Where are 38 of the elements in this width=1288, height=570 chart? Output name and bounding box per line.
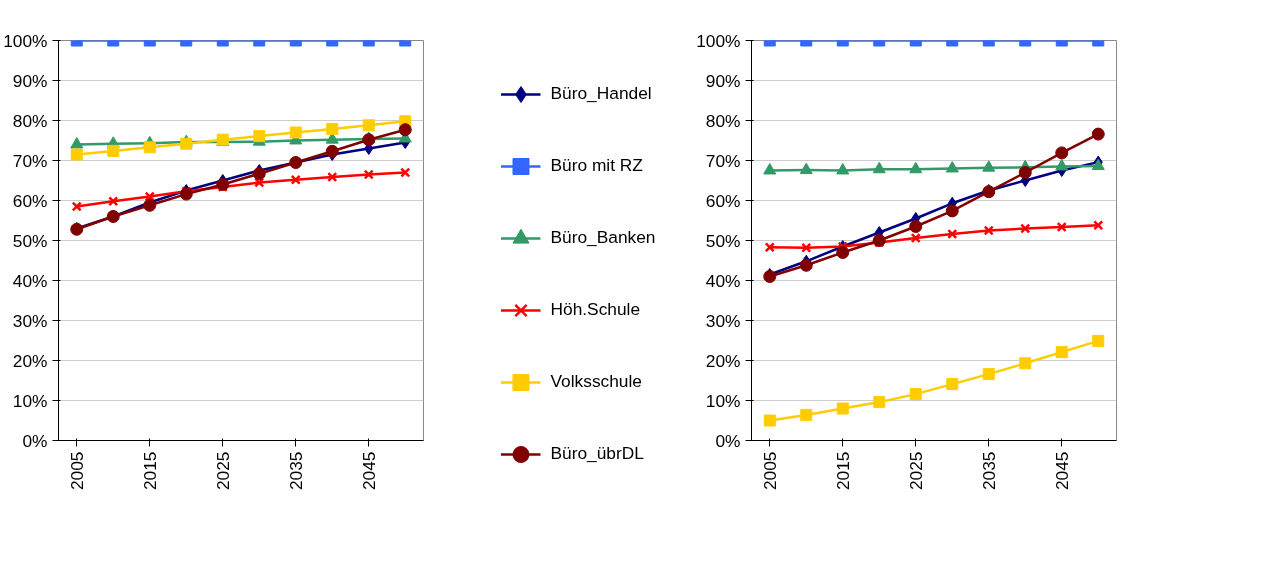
y-tick-label: 100% <box>3 30 48 51</box>
x-tick-label: 2015 <box>832 451 853 491</box>
y-tick-label: 100% <box>696 30 741 51</box>
x-tick-label: 2045 <box>1051 451 1072 491</box>
legend-label: Büro_Handel <box>550 82 652 105</box>
y-tick-label: 10% <box>12 390 48 411</box>
x-tick-label: 2025 <box>212 451 233 491</box>
y-tick-label: 50% <box>705 230 741 251</box>
x-tick-label: 2035 <box>978 451 999 491</box>
x-tick-label: 2015 <box>139 451 160 491</box>
x-tick-label: 2025 <box>905 451 926 491</box>
legend-label: Büro mit RZ <box>550 154 643 177</box>
y-tick-label: 10% <box>705 390 741 411</box>
y-tick-label: 70% <box>705 150 741 171</box>
y-tick-label: 50% <box>12 230 48 251</box>
y-tick-label: 20% <box>705 350 741 371</box>
legend-label: Volksschule <box>550 370 643 393</box>
y-tick-label: 40% <box>12 270 48 291</box>
legend-label: Höh.Schule <box>550 298 641 321</box>
y-tick-label: 0% <box>715 430 741 451</box>
y-tick-label: 40% <box>705 270 741 291</box>
y-tick-label: 20% <box>12 350 48 371</box>
y-tick-label: 60% <box>12 190 48 211</box>
legend-label: Büro_übrDL <box>550 442 644 465</box>
y-tick-label: 70% <box>12 150 48 171</box>
y-tick-label: 30% <box>12 310 48 331</box>
legend-label: Büro_Banken <box>550 226 656 249</box>
y-tick-label: 80% <box>705 110 741 131</box>
x-tick-label: 2005 <box>66 451 87 491</box>
y-tick-label: 30% <box>705 310 741 331</box>
x-tick-label: 2035 <box>285 451 306 491</box>
y-tick-label: 80% <box>12 110 48 131</box>
y-tick-label: 90% <box>705 70 741 91</box>
x-tick-label: 2005 <box>759 451 780 491</box>
y-tick-label: 60% <box>705 190 741 211</box>
x-tick-label: 2045 <box>358 451 379 491</box>
y-tick-label: 0% <box>22 430 48 451</box>
y-tick-label: 90% <box>12 70 48 91</box>
